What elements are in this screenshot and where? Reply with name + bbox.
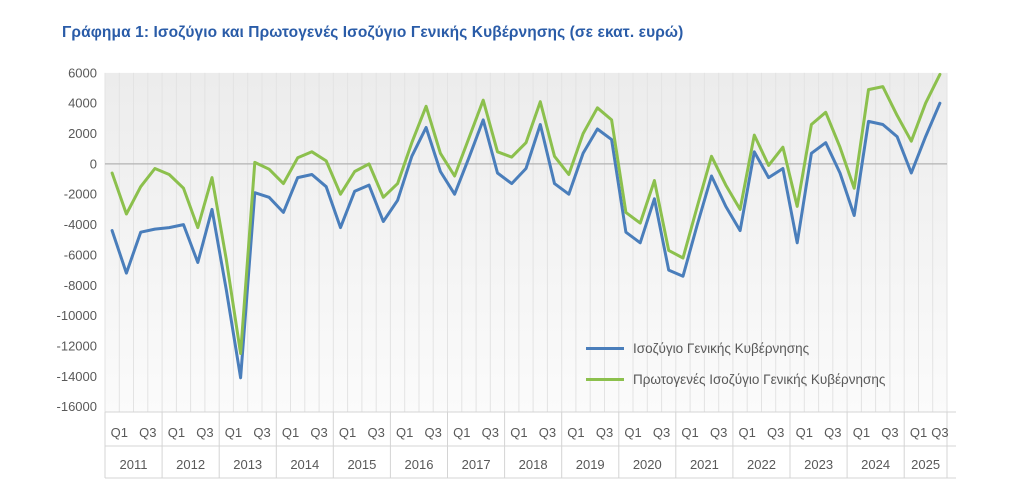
svg-text:Q1: Q1: [168, 425, 185, 440]
page-title: Γράφημα 1: Ισοζύγιο και Πρωτογενές Ισοζύ…: [62, 24, 684, 41]
svg-text:2023: 2023: [804, 457, 833, 472]
svg-text:2000: 2000: [68, 126, 97, 141]
svg-text:Q3: Q3: [653, 425, 670, 440]
svg-text:4000: 4000: [68, 96, 97, 111]
svg-text:Q1: Q1: [225, 425, 242, 440]
svg-text:2012: 2012: [176, 457, 205, 472]
svg-text:2016: 2016: [405, 457, 434, 472]
legend-label: Πρωτογενές Ισοζύγιο Γενικής Κυβέρνησης: [633, 372, 886, 387]
svg-text:Q1: Q1: [453, 425, 470, 440]
legend-item-primary-balance: Πρωτογενές Ισοζύγιο Γενικής Κυβέρνησης: [586, 364, 885, 395]
legend-label: Ισοζύγιο Γενικής Κυβέρνησης: [633, 341, 810, 356]
svg-text:Q3: Q3: [139, 425, 156, 440]
svg-text:2014: 2014: [290, 457, 319, 472]
legend-line-swatch-blue: [586, 347, 624, 350]
svg-text:Q3: Q3: [824, 425, 841, 440]
svg-text:Q3: Q3: [539, 425, 556, 440]
svg-text:Q1: Q1: [681, 425, 698, 440]
legend-line-swatch-green: [586, 378, 624, 381]
svg-text:Q3: Q3: [196, 425, 213, 440]
svg-text:0: 0: [90, 156, 97, 171]
svg-text:-6000: -6000: [64, 247, 97, 262]
svg-text:Q1: Q1: [739, 425, 756, 440]
svg-text:-12000: -12000: [57, 338, 97, 353]
svg-text:2025: 2025: [911, 457, 940, 472]
svg-text:6000: 6000: [68, 65, 97, 80]
svg-text:2019: 2019: [576, 457, 605, 472]
svg-text:2024: 2024: [861, 457, 890, 472]
svg-text:2021: 2021: [690, 457, 719, 472]
svg-text:-2000: -2000: [64, 187, 97, 202]
svg-text:Q3: Q3: [710, 425, 727, 440]
svg-text:2017: 2017: [462, 457, 491, 472]
svg-text:2020: 2020: [633, 457, 662, 472]
svg-text:Q1: Q1: [567, 425, 584, 440]
svg-text:-8000: -8000: [64, 278, 97, 293]
svg-text:2018: 2018: [519, 457, 548, 472]
svg-text:Q1: Q1: [339, 425, 356, 440]
svg-text:Q3: Q3: [767, 425, 784, 440]
chart-legend: Ισοζύγιο Γενικής Κυβέρνησης Πρωτογενές Ι…: [586, 333, 885, 395]
svg-text:Q3: Q3: [253, 425, 270, 440]
svg-text:-16000: -16000: [57, 399, 97, 414]
svg-text:Q1: Q1: [510, 425, 527, 440]
svg-text:Q3: Q3: [425, 425, 442, 440]
svg-text:Q1: Q1: [111, 425, 128, 440]
svg-text:Q3: Q3: [881, 425, 898, 440]
svg-text:Q3: Q3: [310, 425, 327, 440]
svg-text:Q3: Q3: [368, 425, 385, 440]
legend-item-balance: Ισοζύγιο Γενικής Κυβέρνησης: [586, 333, 885, 364]
svg-text:-14000: -14000: [57, 369, 97, 384]
svg-text:Q3: Q3: [482, 425, 499, 440]
svg-text:Q1: Q1: [396, 425, 413, 440]
svg-text:2011: 2011: [120, 457, 148, 472]
svg-text:Q3: Q3: [931, 425, 948, 440]
svg-text:-4000: -4000: [64, 217, 97, 232]
svg-text:Q1: Q1: [282, 425, 299, 440]
svg-text:Q1: Q1: [796, 425, 813, 440]
svg-text:Q1: Q1: [910, 425, 927, 440]
svg-text:2013: 2013: [233, 457, 262, 472]
svg-text:Q3: Q3: [596, 425, 613, 440]
svg-text:-10000: -10000: [57, 308, 97, 323]
svg-text:Q1: Q1: [853, 425, 870, 440]
svg-text:Q1: Q1: [624, 425, 641, 440]
svg-text:2022: 2022: [747, 457, 776, 472]
svg-text:2015: 2015: [347, 457, 376, 472]
